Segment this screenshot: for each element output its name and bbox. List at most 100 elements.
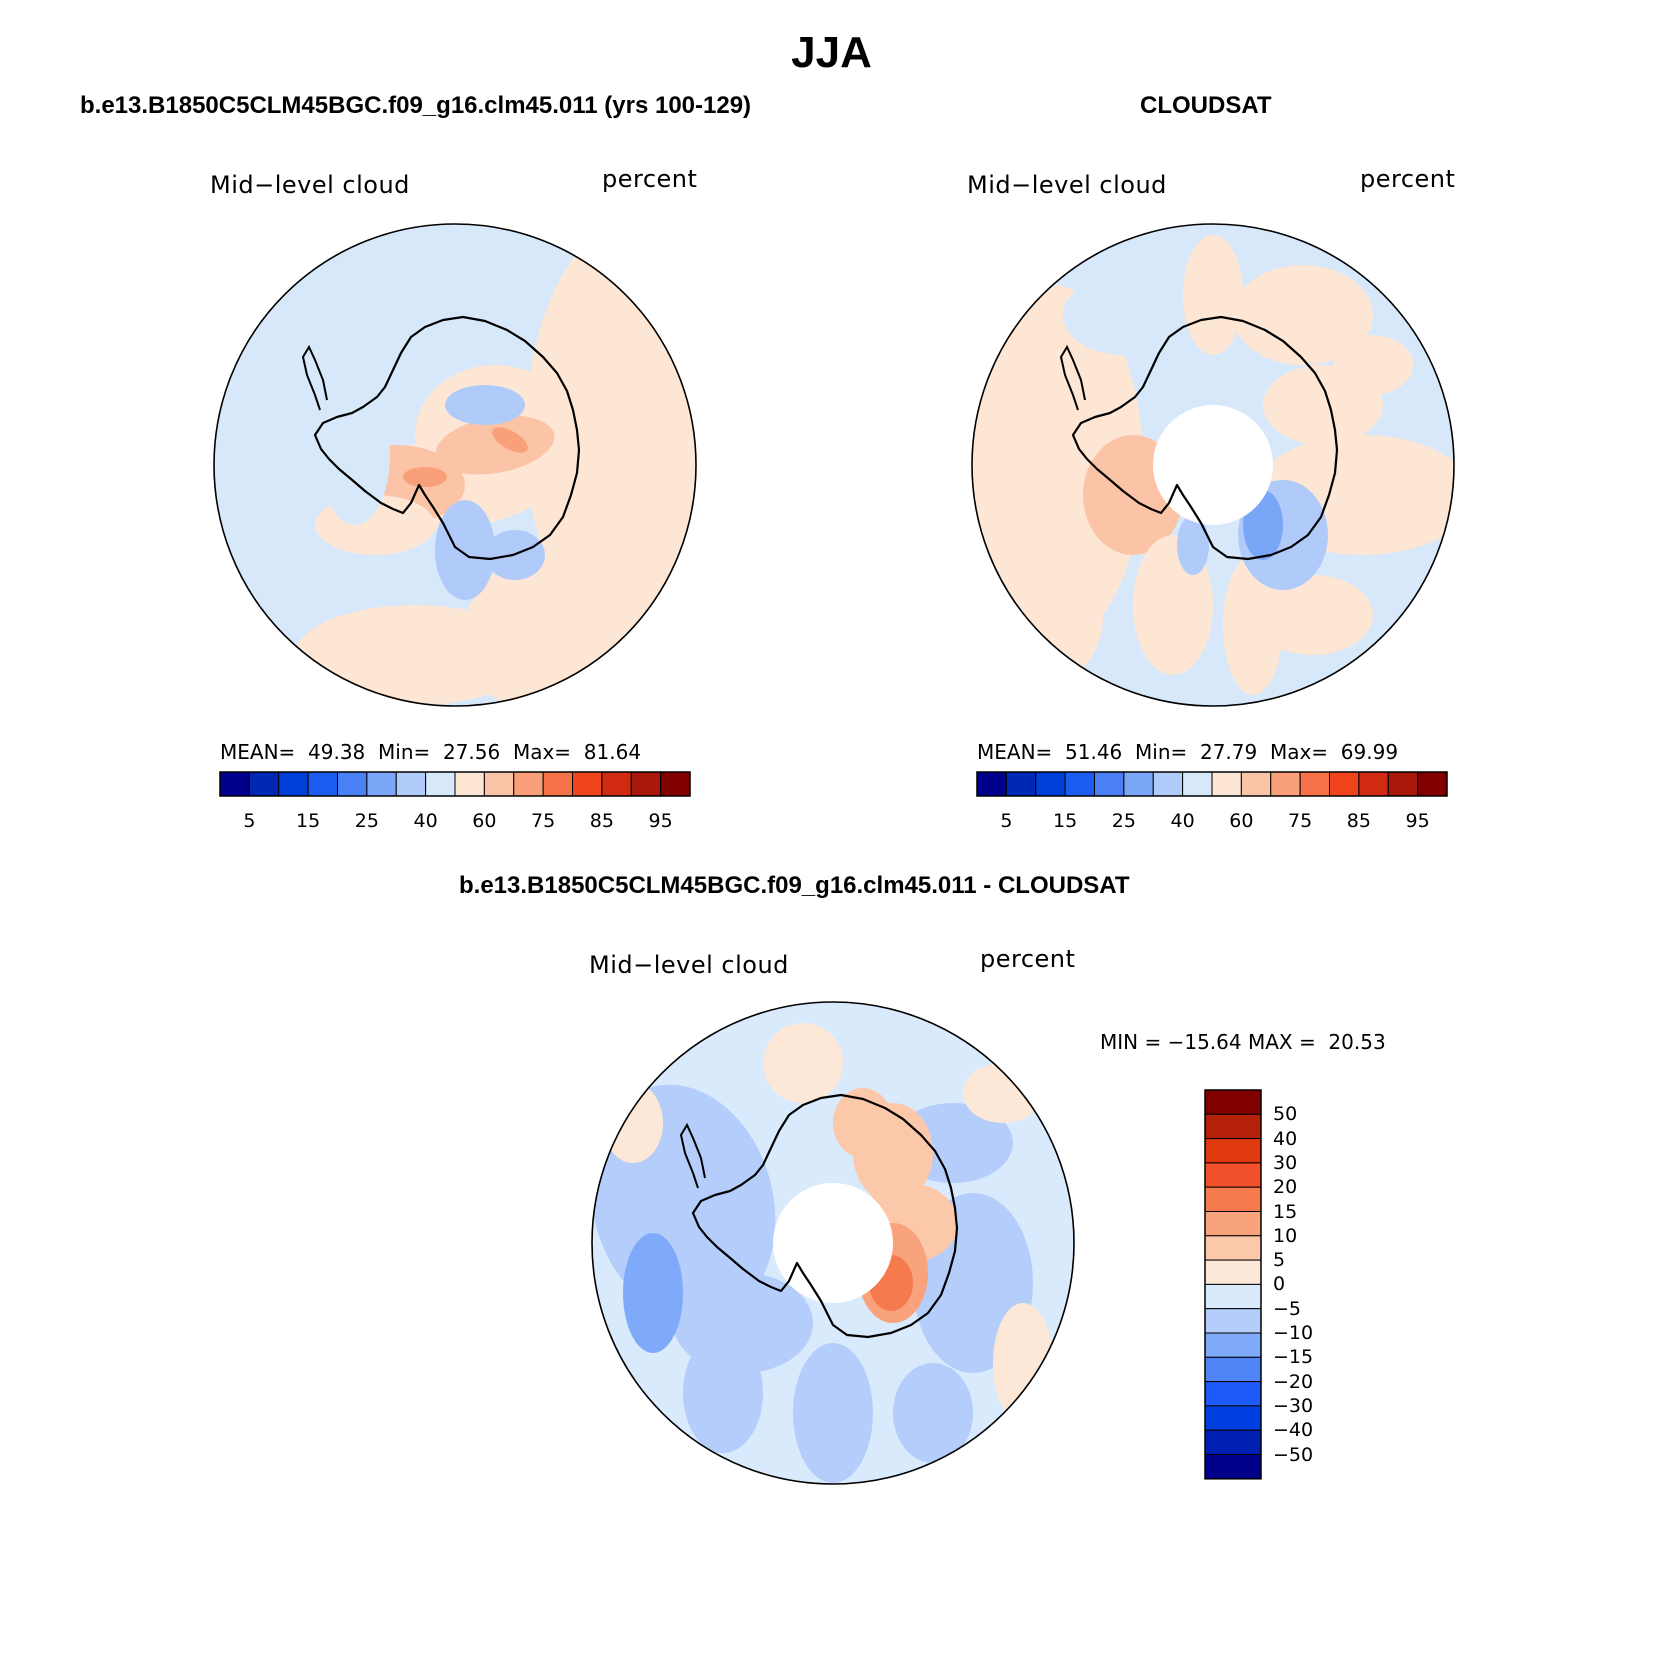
map-2-contour-region bbox=[1253, 575, 1373, 655]
diff-colorbar-tick-label: −30 bbox=[1273, 1394, 1314, 1417]
panel-2-colorbar-swatch bbox=[1211, 771, 1242, 797]
diff-colorbar-tick-label: 15 bbox=[1273, 1200, 1298, 1223]
diff-colorbar-tick-label: 5 bbox=[1273, 1249, 1286, 1272]
map-3-contour-region bbox=[763, 1023, 843, 1103]
panel-2-colorbar-tick-label: 60 bbox=[1229, 810, 1254, 832]
map-3-contour-region bbox=[893, 1363, 973, 1463]
panel-1-colorbar-swatch bbox=[513, 771, 544, 797]
panel-2-colorbar-swatch bbox=[1035, 771, 1066, 797]
panel-2-colorbar-tick-label: 25 bbox=[1111, 810, 1136, 832]
panel-2-colorbar-swatch bbox=[1005, 771, 1037, 797]
diff-colorbar-tick-label: 0 bbox=[1273, 1273, 1286, 1296]
diff-colorbar-swatch bbox=[1204, 1211, 1262, 1237]
panel-1-colorbar-swatch bbox=[366, 771, 397, 797]
panel-1-units-label: percent bbox=[602, 165, 698, 193]
panel-2-colorbar-swatch bbox=[1152, 771, 1184, 797]
panel-1-colorbar-swatch bbox=[601, 771, 632, 797]
panel-2-colorbar-swatch bbox=[1064, 771, 1095, 797]
map-2-contour-region bbox=[1233, 265, 1373, 365]
panel-2-colorbar-swatch bbox=[1270, 771, 1301, 797]
map-1-coastline bbox=[313, 315, 581, 561]
map-3-contour-region bbox=[993, 1303, 1053, 1423]
map-2-coastline bbox=[1071, 315, 1339, 561]
map-3-contour-region bbox=[623, 1233, 683, 1353]
map-3-peninsula bbox=[679, 1122, 706, 1189]
panel-2-colorbar-swatch bbox=[976, 771, 1007, 797]
panel-1-colorbar-swatch bbox=[395, 771, 427, 797]
map-3-contour-region bbox=[793, 1343, 873, 1483]
panel-1-colorbar-swatch bbox=[454, 771, 485, 797]
panel-1-colorbar-swatch bbox=[483, 771, 515, 797]
panel-1-colorbar-swatch bbox=[660, 771, 691, 797]
panel-1-colorbar-tick-label: 15 bbox=[296, 810, 321, 832]
panel-1-colorbar-swatch bbox=[248, 771, 280, 797]
diff-colorbar-swatch bbox=[1204, 1113, 1262, 1140]
diff-colorbar-tick-label: 40 bbox=[1273, 1127, 1298, 1150]
diff-colorbar-swatch bbox=[1204, 1162, 1262, 1188]
panel-2-colorbar-swatch bbox=[1329, 771, 1360, 797]
diff-colorbar-tick-label: −15 bbox=[1273, 1346, 1314, 1369]
panel-2-stats: MEAN= 51.46 Min= 27.79 Max= 69.99 bbox=[977, 740, 1399, 764]
diff-colorbar-swatch bbox=[1204, 1356, 1262, 1383]
diff-colorbar-swatch bbox=[1204, 1138, 1262, 1164]
map-2-peninsula bbox=[1059, 344, 1086, 411]
map-3-contour-region bbox=[603, 1083, 663, 1163]
diff-colorbar-tick-label: 20 bbox=[1273, 1176, 1298, 1199]
panel-2-units-label: percent bbox=[1360, 165, 1456, 193]
main-title: JJA bbox=[791, 28, 872, 77]
panel-1-colorbar-tick-label: 85 bbox=[589, 810, 614, 832]
panel-2-variable-label: Mid−level cloud bbox=[967, 171, 1167, 199]
panel-1-colorbar-swatch bbox=[572, 771, 603, 797]
panel-2-colorbar-swatch bbox=[1417, 771, 1448, 797]
diff-colorbar-swatch bbox=[1204, 1429, 1262, 1455]
panel-2-colorbar-swatch bbox=[1240, 771, 1272, 797]
panel-2-colorbar-tick-label: 75 bbox=[1288, 810, 1313, 832]
map-2-boundary bbox=[971, 223, 1455, 707]
diff-units-label: percent bbox=[980, 945, 1076, 973]
diff-colorbar-swatch bbox=[1204, 1381, 1262, 1407]
map-2-no-data-hole bbox=[1153, 405, 1273, 525]
diff-colorbar-swatch bbox=[1204, 1332, 1262, 1358]
diff-colorbar-swatch bbox=[1204, 1283, 1262, 1310]
diff-colorbar-swatch bbox=[1204, 1259, 1262, 1285]
panel-1-colorbar-swatch bbox=[425, 771, 456, 797]
map-1-boundary bbox=[213, 223, 697, 707]
diff-panel-title: b.e13.B1850C5CLM45BGC.f09_g16.clm45.011 … bbox=[459, 872, 1130, 899]
panel-1-colorbar-frame bbox=[219, 771, 691, 797]
map-1-contour-region bbox=[403, 467, 447, 487]
diff-colorbar-tick-label: 30 bbox=[1273, 1151, 1298, 1174]
diff-colorbar-swatch bbox=[1204, 1405, 1262, 1431]
diff-colorbar-tick-label: −10 bbox=[1273, 1322, 1314, 1344]
map-1-field bbox=[214, 224, 696, 706]
panel-2-colorbar-swatch bbox=[1182, 771, 1213, 797]
map-1-contour-region bbox=[445, 385, 525, 425]
diff-colorbar-tick-label: 10 bbox=[1273, 1224, 1298, 1247]
panel-2-colorbar-frame bbox=[976, 771, 1448, 797]
diff-colorbar-tick-label: −50 bbox=[1273, 1443, 1314, 1466]
panel-2-colorbar-swatch bbox=[1387, 771, 1419, 797]
map-3-contour-region bbox=[683, 1333, 763, 1453]
map-2-contour-region bbox=[1333, 335, 1413, 395]
panel-2-colorbar-swatch bbox=[1094, 771, 1125, 797]
panel-2-colorbar-tick-label: 5 bbox=[1000, 810, 1013, 832]
panel-1-colorbar-swatch bbox=[630, 771, 662, 797]
map-1-contour-region bbox=[435, 500, 495, 600]
map-3-coastline bbox=[691, 1093, 959, 1339]
map-3-field bbox=[592, 1002, 1074, 1484]
panel-1-stats: MEAN= 49.38 Min= 27.56 Max= 81.64 bbox=[220, 740, 642, 764]
diff-colorbar-frame bbox=[1204, 1089, 1262, 1480]
map-2-field bbox=[972, 224, 1454, 706]
panel-2-colorbar-swatch bbox=[1358, 771, 1389, 797]
map-1-contour-region bbox=[295, 605, 535, 705]
map-2-contour-region bbox=[1183, 235, 1243, 355]
panel-2-colorbar-swatch bbox=[1123, 771, 1154, 797]
diff-colorbar-swatch bbox=[1204, 1186, 1262, 1212]
map-1-contour-region bbox=[320, 385, 390, 525]
diff-minmax: MIN = −15.64 MAX = 20.53 bbox=[1100, 1030, 1386, 1054]
diff-colorbar-swatch bbox=[1204, 1308, 1262, 1334]
map-3-no-data-hole bbox=[773, 1183, 893, 1303]
diff-colorbar-swatch bbox=[1204, 1454, 1262, 1480]
map-2-contour-region bbox=[972, 285, 1143, 645]
panel-2-colorbar-tick-label: 85 bbox=[1346, 810, 1371, 832]
